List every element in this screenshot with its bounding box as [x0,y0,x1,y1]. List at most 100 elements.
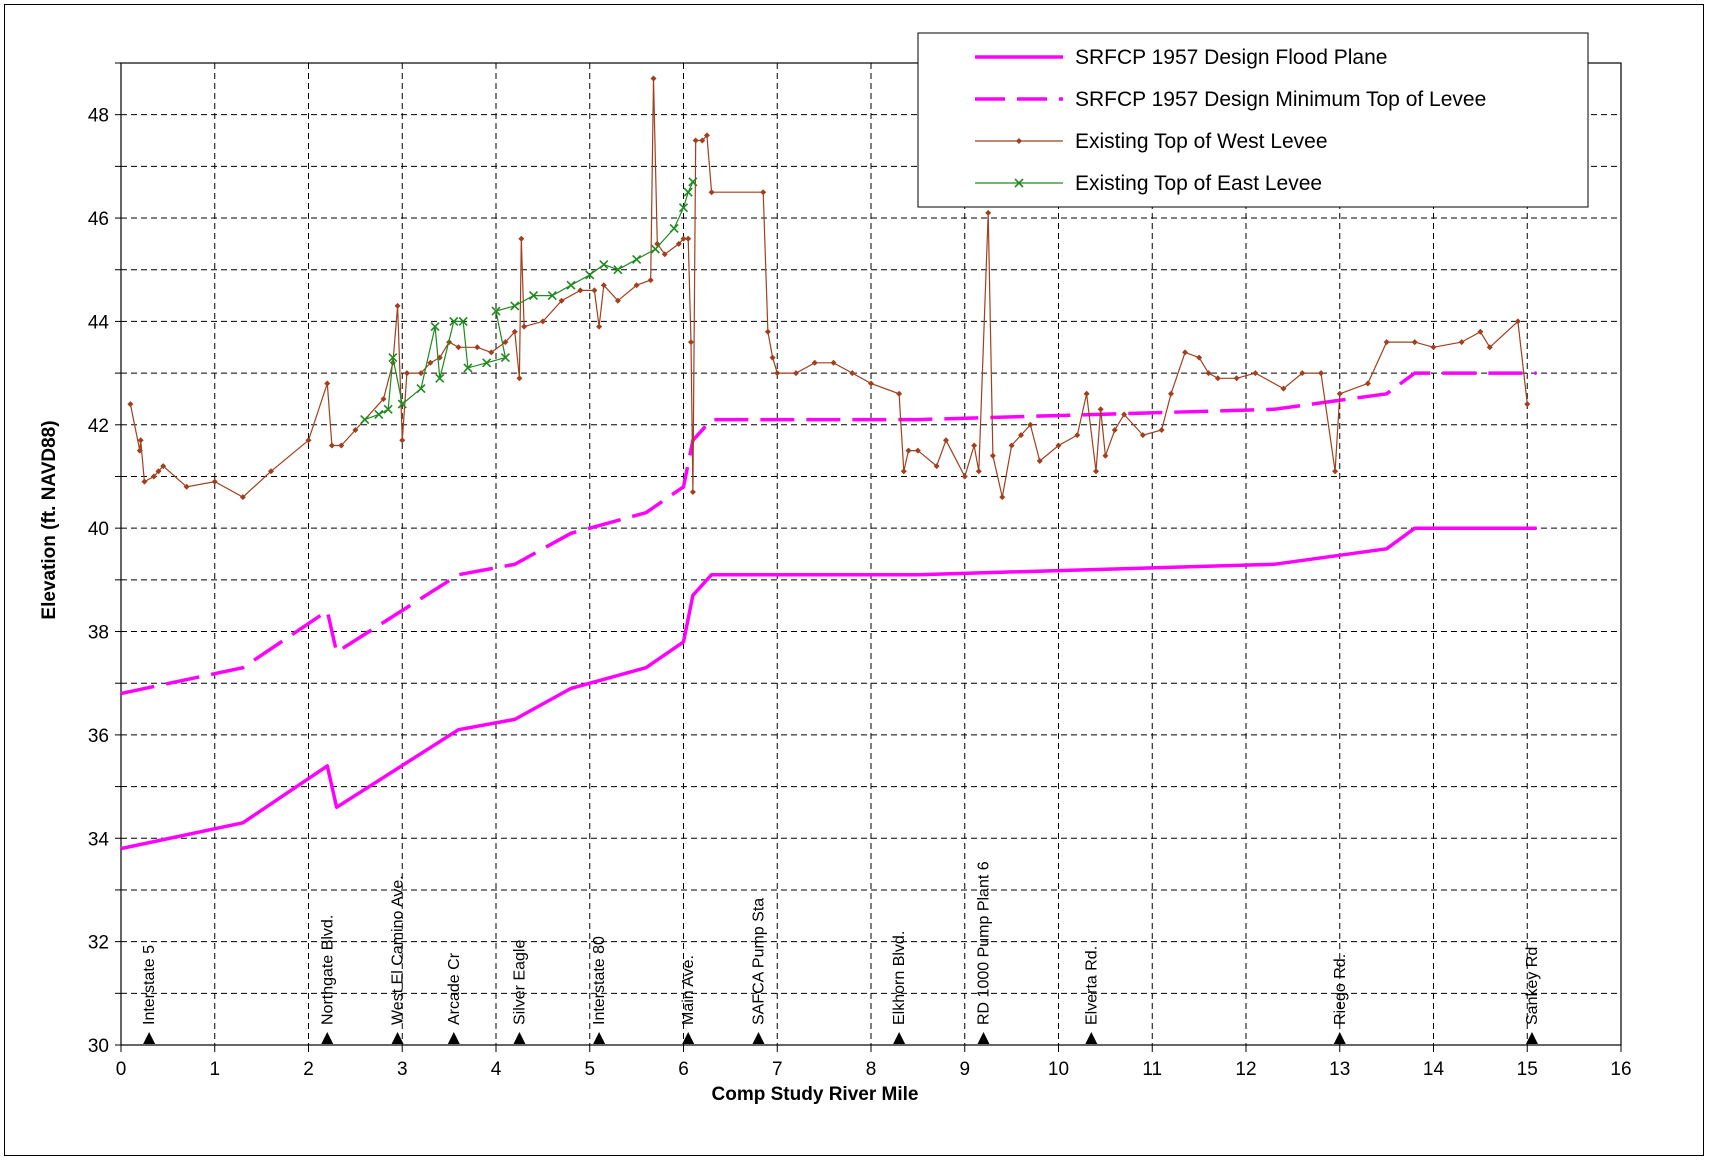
data-point [416,384,426,394]
data-point [896,390,903,397]
data-point [914,447,921,454]
x-tick-label: 2 [303,1059,314,1080]
legend-item: SRFCP 1957 Design Flood Plane [975,46,1387,69]
series-group [120,75,1537,851]
data-point [150,473,157,480]
landmark: SAFCA Pump Sta [751,898,768,1044]
landmark-triangle [143,1032,156,1044]
legend-item: Existing Top of West Levee [975,130,1328,153]
legend: SRFCP 1957 Design Flood Plane SRFCP 1957 … [917,32,1589,208]
data-point [511,328,518,335]
data-point [268,468,274,475]
landmark-markers: Interstate 5 Northgate Blvd. West El Camin… [141,861,1541,1044]
data-point [632,254,642,264]
data-point [1036,457,1043,464]
data-point [1196,354,1203,361]
data-point [1214,375,1221,382]
x-tick-label: 0 [116,1059,127,1080]
data-point [975,468,982,475]
data-point [760,189,767,196]
data-point [500,353,510,363]
data-point [239,494,246,501]
data-point [1299,370,1306,377]
data-point [183,483,190,490]
landmark-label: Riego Rd. [1332,954,1349,1025]
landmark-triangle [977,1032,990,1044]
data-point [933,463,940,470]
landmark-label: Silver Eagle [511,940,528,1025]
data-point [961,473,968,480]
data-point [600,282,607,289]
y-tick-label: 44 [88,312,110,333]
data-point [661,251,668,258]
data-point [547,291,557,301]
y-tick-label: 38 [88,623,109,644]
data-point [518,235,525,242]
data-point [502,339,509,346]
landmark-triangle [1333,1032,1346,1044]
x-tick-label: 3 [397,1059,408,1080]
data-point [430,322,440,332]
x-tick-label: 15 [1517,1059,1538,1080]
data-point [455,344,462,351]
y-tick-label: 32 [88,933,109,954]
data-point [1121,411,1128,418]
legend-label: SRFCP 1957 Design Minimum Top of Levee [1075,88,1486,111]
data-point [1102,452,1109,459]
landmark: Riego Rd. [1332,954,1349,1044]
landmark: Arcade Cr [446,952,463,1044]
landmark: Main Ave. [680,955,697,1044]
data-point [1252,370,1259,377]
landmark-label: Northgate Blvd. [319,915,336,1025]
series-3 [127,75,1531,501]
landmark-label: SAFCA Pump Sta [751,898,768,1025]
landmark: Elverta Rd. [1083,946,1100,1044]
landmark-triangle [391,1032,404,1044]
data-point [558,297,565,304]
x-tick-label: 6 [678,1059,689,1080]
data-point [599,260,609,270]
data-point [1018,432,1024,439]
landmark: Sankey Rd [1524,947,1541,1044]
landmark-label: Elverta Rd. [1083,946,1100,1025]
data-point [1182,349,1189,356]
landmark-triangle [513,1032,526,1044]
data-point [516,375,523,382]
series-line [120,371,1537,696]
data-point [683,187,693,197]
landmark-triangle [321,1032,334,1044]
landmark-label: Arcade Cr [446,952,463,1025]
data-point [1477,328,1484,335]
data-point [388,353,398,363]
landmark-label: West El Camino Ave. [390,875,407,1025]
data-point [905,447,912,454]
data-point [449,316,459,326]
legend-box [917,32,1589,208]
data-point [1524,401,1531,408]
x-tick-label: 11 [1142,1059,1162,1080]
data-point [613,265,623,275]
data-point [458,316,468,326]
data-point [160,463,167,470]
series-1 [120,526,1537,851]
data-point [989,452,996,459]
landmark-triangle [593,1032,606,1044]
data-point [528,291,539,301]
data-point [680,235,687,242]
legend-item: Existing Top of East Levee [975,172,1322,195]
legend-label: SRFCP 1957 Design Flood Plane [1075,46,1387,69]
x-tick-label: 10 [1048,1059,1069,1080]
data-point [614,297,621,304]
data-point [678,203,689,213]
data-point [675,240,682,247]
y-tick-label: 46 [88,209,109,230]
legend-marker [1016,138,1022,144]
data-point [566,280,576,290]
data-point [1008,442,1015,449]
landmark-label: Elkhorn Blvd. [891,931,908,1025]
data-point [427,359,434,366]
landmark-triangle [1525,1032,1538,1044]
levee-elevation-chart: 0 1 2 3 4 5 6 7 8 9 10 11 12 13 14 15 163032343638404244… [39,32,1632,1105]
data-point [488,349,495,356]
data-point [647,277,654,284]
